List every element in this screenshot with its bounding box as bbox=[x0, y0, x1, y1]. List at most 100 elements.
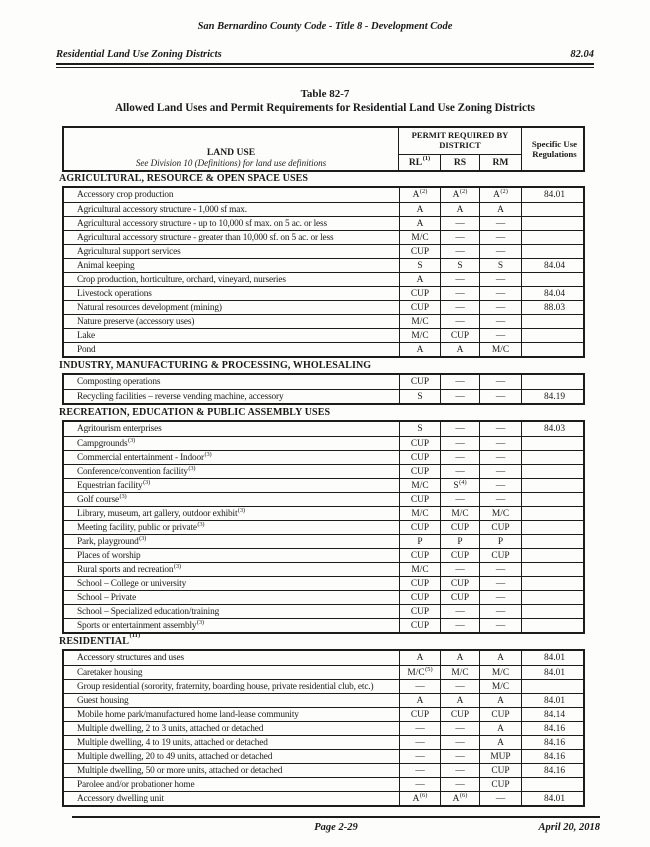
regulation-cell bbox=[521, 245, 587, 258]
land-use-cell: Equestrian facility (3) bbox=[77, 479, 151, 491]
land-use-cell: Multiple dwelling, 20 to 49 units, attac… bbox=[77, 751, 273, 762]
permit-cell-rm: P bbox=[479, 535, 521, 548]
permit-cell-rs: — bbox=[440, 451, 479, 464]
permit-cell-rm: A bbox=[479, 651, 521, 665]
regulation-cell bbox=[521, 479, 587, 492]
zoning-table: LAND USE See Division 10 (Definitions) f… bbox=[59, 126, 587, 808]
permit-cell-rs: — bbox=[440, 437, 479, 450]
table-row: Multiple dwelling, 50 or more units, att… bbox=[64, 763, 583, 777]
table-row: Multiple dwelling, 2 to 3 units, attache… bbox=[64, 721, 583, 735]
district-header-rm: RM bbox=[479, 154, 521, 170]
land-use-cell: Golf course (3) bbox=[77, 493, 127, 505]
permit-cell-rm: A (2) bbox=[479, 188, 521, 202]
permit-cell-rs: — bbox=[440, 680, 479, 693]
table-row: Mobile home park/manufactured home land-… bbox=[64, 707, 583, 721]
permit-cell-rs: S (4) bbox=[440, 479, 479, 492]
land-use-cell: Multiple dwelling, 2 to 3 units, attache… bbox=[77, 723, 264, 734]
permit-cell-rs: A bbox=[440, 203, 479, 216]
permit-cell-rl: M/C bbox=[399, 507, 440, 520]
permit-cell-rm: A bbox=[479, 694, 521, 707]
running-header-row: Residential Land Use Zoning Districts 82… bbox=[56, 49, 594, 65]
land-use-cell: Caretaker housing bbox=[77, 667, 143, 678]
table-row: Accessory dwelling unit A (6) A (6) —84.01 bbox=[64, 791, 583, 805]
specific-use-header: Specific Use Regulations bbox=[521, 128, 587, 170]
land-use-cell: Conference/convention facility (3) bbox=[77, 465, 196, 477]
permit-cell-rl: CUP bbox=[399, 605, 440, 618]
land-use-cell: Sports or entertainment assembly (3) bbox=[77, 619, 204, 631]
land-use-cell: Crop production, horticulture, orchard, … bbox=[77, 274, 286, 285]
footer-date: April 20, 2018 bbox=[538, 822, 600, 833]
table-row: Multiple dwelling, 4 to 19 units, attach… bbox=[64, 735, 583, 749]
permit-cell-rm: M/C bbox=[479, 507, 521, 520]
permit-cell-rs: — bbox=[440, 493, 479, 506]
permit-cell-rl: CUP bbox=[399, 521, 440, 534]
regulation-cell bbox=[521, 343, 587, 356]
regulation-cell: 84.01 bbox=[521, 792, 587, 805]
land-use-cell: Meeting facility, public or private (3) bbox=[77, 521, 205, 533]
permit-cell-rm: — bbox=[479, 231, 521, 244]
table-row: Composting operations CUP — — bbox=[64, 375, 583, 389]
permit-cell-rs: — bbox=[440, 217, 479, 230]
table-row: Agricultural accessory structure - 1,000… bbox=[64, 202, 583, 216]
footer-page-number: Page 2-29 bbox=[314, 822, 358, 833]
permit-cell-rl: CUP bbox=[399, 708, 440, 721]
land-use-subheader: See Division 10 (Definitions) for land u… bbox=[135, 158, 327, 168]
permit-cell-rs: CUP bbox=[440, 577, 479, 590]
table-row: Accessory crop production A (2) A (2) A (2) 84.… bbox=[64, 188, 583, 202]
permit-cell-rs: — bbox=[440, 231, 479, 244]
land-use-cell: Accessory structures and uses bbox=[77, 653, 184, 663]
table-row: Agritourism enterprises S — —84.03 bbox=[64, 422, 583, 436]
permit-cell-rl: CUP bbox=[399, 577, 440, 590]
table-row: Nature preserve (accessory uses) M/C — — bbox=[64, 314, 583, 328]
permit-cell-rm: — bbox=[479, 273, 521, 286]
permit-cell-rs: A (2) bbox=[440, 188, 479, 202]
regulation-cell bbox=[521, 493, 587, 506]
regulation-cell bbox=[521, 563, 587, 576]
land-use-cell: Agritourism enterprises bbox=[77, 424, 162, 434]
permit-cell-rm: — bbox=[479, 493, 521, 506]
permit-cell-rl: P bbox=[399, 535, 440, 548]
permit-cell-rm: CUP bbox=[479, 521, 521, 534]
permit-cell-rl: A bbox=[399, 203, 440, 216]
permit-cell-rl: A (6) bbox=[399, 792, 440, 805]
permit-cell-rm: CUP bbox=[479, 764, 521, 777]
running-header-rule bbox=[56, 67, 594, 68]
table-row: Accessory structures and uses A A A 84.01 bbox=[64, 651, 583, 665]
permit-cell-rl: — bbox=[399, 778, 440, 791]
permit-cell-rl: A (2) bbox=[399, 188, 440, 202]
permit-cell-rs: — bbox=[440, 315, 479, 328]
permit-cell-rs: A (6) bbox=[440, 792, 479, 805]
table-row: Guest housing A A A 84.01 bbox=[64, 693, 583, 707]
land-use-cell: Animal keeping bbox=[77, 260, 135, 271]
permit-cell-rs: — bbox=[440, 750, 479, 763]
permit-cell-rm: — bbox=[479, 451, 521, 464]
permit-cell-rm: MUP bbox=[479, 750, 521, 763]
table-row: Agricultural accessory structure - up to… bbox=[64, 216, 583, 230]
permit-cell-rs: — bbox=[440, 422, 479, 436]
district-header-rl: RL (1) bbox=[408, 155, 431, 168]
running-header-left: Residential Land Use Zoning Districts bbox=[56, 49, 222, 60]
regulation-cell: 84.19 bbox=[521, 390, 587, 403]
regulation-cell bbox=[521, 535, 587, 548]
permit-cell-rs: CUP bbox=[440, 708, 479, 721]
table-row: Pond A A M/C bbox=[64, 342, 583, 356]
permit-cell-rl: CUP bbox=[399, 619, 440, 632]
permit-cell-rm: — bbox=[479, 315, 521, 328]
regulation-cell bbox=[521, 315, 587, 328]
land-use-header-cell: LAND USE See Division 10 (Definitions) f… bbox=[64, 128, 399, 170]
table-row: Parolee and/or probationer home — — CUP bbox=[64, 777, 583, 791]
permit-cell-rm: A bbox=[479, 203, 521, 216]
footnote-superscript: (11) bbox=[129, 631, 141, 639]
land-use-header: LAND USE bbox=[206, 147, 256, 158]
permit-cell-rs: CUP bbox=[440, 329, 479, 342]
permit-cell-rm: M/C bbox=[479, 680, 521, 693]
table-row: Recycling facilities – reverse vending m… bbox=[64, 389, 583, 403]
regulation-cell bbox=[521, 778, 587, 791]
permit-cell-rl: CUP bbox=[399, 591, 440, 604]
regulation-cell: 84.01 bbox=[521, 188, 587, 202]
permit-cell-rm: — bbox=[479, 217, 521, 230]
permit-cell-rs: A bbox=[440, 651, 479, 665]
permit-cell-rs: — bbox=[440, 736, 479, 749]
table-row: Agricultural accessory structure - great… bbox=[64, 230, 583, 244]
permit-cell-rl: — bbox=[399, 736, 440, 749]
